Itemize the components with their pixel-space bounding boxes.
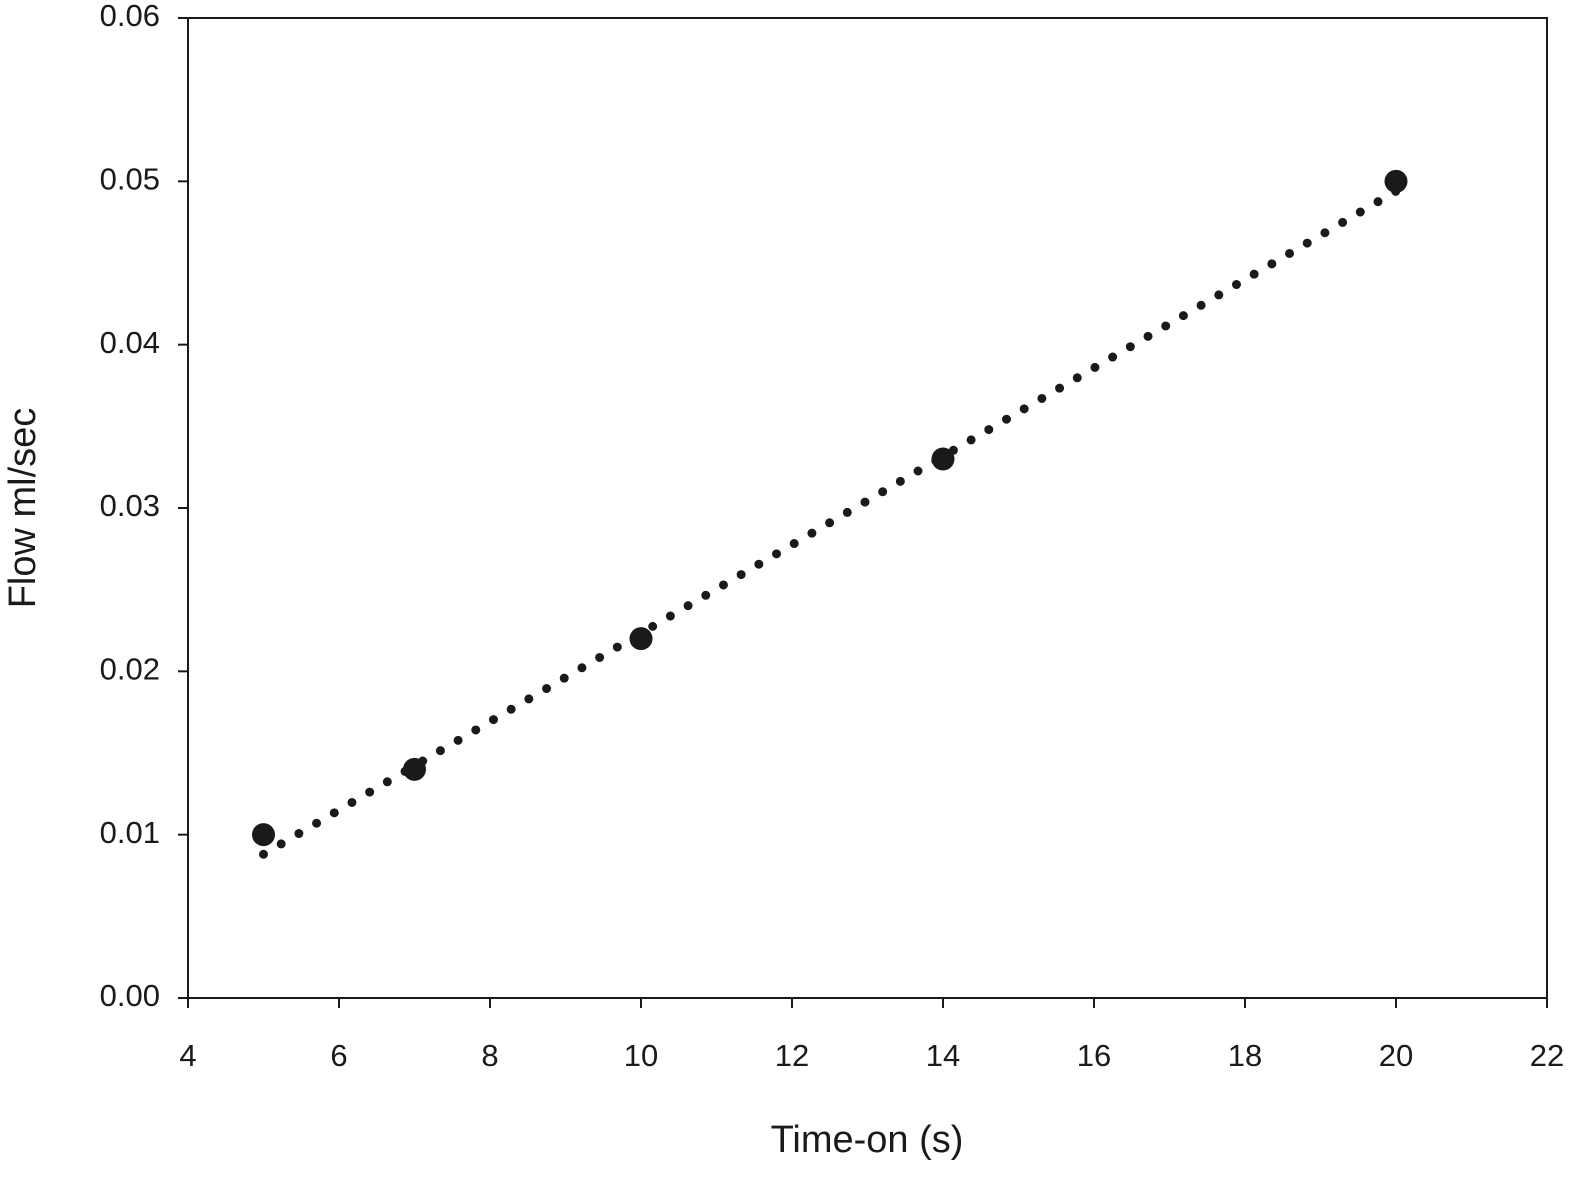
x-tick-label: 20	[1379, 1038, 1413, 1073]
y-tick-label: 0.00	[100, 978, 160, 1013]
y-axis-label: Flow ml/sec	[2, 408, 44, 609]
data-point	[252, 823, 275, 847]
plot-frame	[187, 17, 1548, 999]
y-tick-label: 0.01	[100, 815, 160, 850]
data-point	[1384, 169, 1408, 193]
x-tick-label: 6	[330, 1038, 347, 1073]
y-tick-label: 0.04	[100, 325, 160, 360]
x-tick-label: 14	[926, 1038, 960, 1073]
x-tick-label: 8	[481, 1038, 498, 1073]
trend-line	[259, 186, 1401, 859]
y-tick-label: 0.03	[100, 488, 160, 523]
y-tick-label: 0.02	[100, 652, 160, 687]
x-tick-label: 4	[179, 1038, 196, 1073]
y-tick-label: 0.05	[100, 162, 160, 197]
x-axis-label: Time-on (s)	[771, 1119, 964, 1161]
x-tick-label: 22	[1530, 1038, 1564, 1073]
x-tick-label: 12	[775, 1038, 809, 1073]
y-tick-label: 0.06	[100, 0, 160, 33]
x-tick-label: 18	[1228, 1038, 1262, 1073]
x-tick-label: 16	[1077, 1038, 1111, 1073]
x-tick-label: 10	[624, 1038, 658, 1073]
